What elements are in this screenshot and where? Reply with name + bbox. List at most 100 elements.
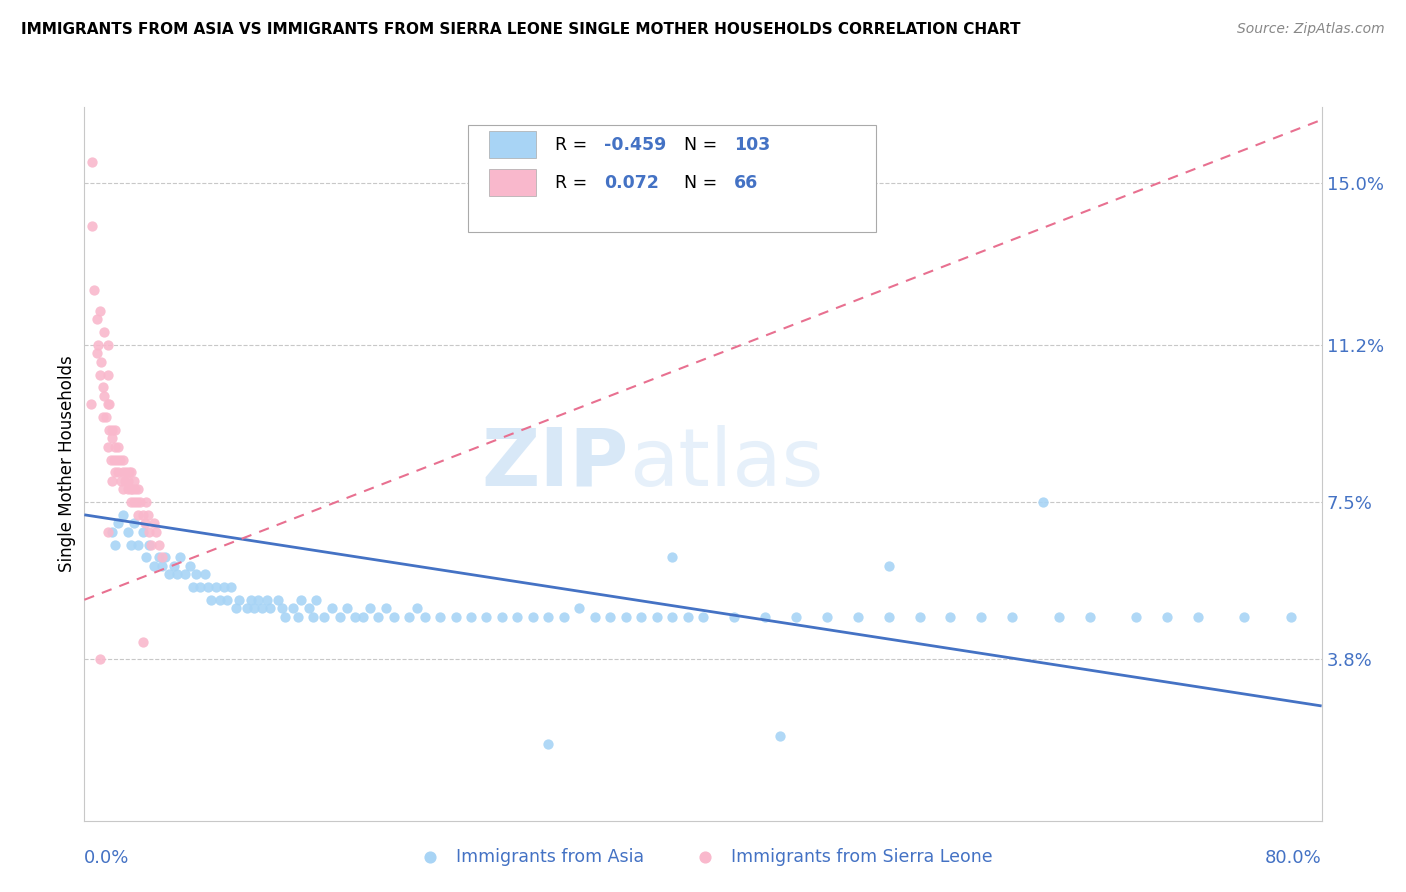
Point xyxy=(676,609,699,624)
Point xyxy=(97,338,120,352)
Point xyxy=(132,524,155,539)
Point xyxy=(444,609,467,624)
Point xyxy=(367,609,389,624)
Text: ZIP: ZIP xyxy=(481,425,628,503)
Point xyxy=(344,609,367,624)
Point xyxy=(406,601,429,615)
Point xyxy=(815,609,838,624)
Point xyxy=(101,423,124,437)
Point xyxy=(104,423,127,437)
Point xyxy=(89,368,111,382)
Point xyxy=(139,537,162,551)
Point xyxy=(120,537,142,551)
Point xyxy=(132,508,155,522)
Point xyxy=(321,601,343,615)
Point xyxy=(108,452,131,467)
Point xyxy=(271,601,294,615)
Point xyxy=(240,592,263,607)
Point xyxy=(120,495,142,509)
Point xyxy=(287,609,309,624)
Point xyxy=(599,609,621,624)
Point xyxy=(236,601,259,615)
Point xyxy=(97,368,120,382)
Point xyxy=(159,567,181,582)
Point xyxy=(87,338,110,352)
Point xyxy=(166,567,188,582)
Point xyxy=(205,580,228,594)
Point xyxy=(1233,609,1256,624)
Point xyxy=(120,483,142,497)
Point xyxy=(115,466,138,480)
Point xyxy=(382,609,405,624)
Point xyxy=(100,452,122,467)
Point xyxy=(91,380,114,394)
Point xyxy=(194,567,217,582)
Point xyxy=(105,452,128,467)
Point xyxy=(475,609,498,624)
Point xyxy=(568,601,591,615)
Point xyxy=(352,609,374,624)
Point xyxy=(82,155,104,169)
FancyBboxPatch shape xyxy=(468,125,876,232)
Text: 0.0%: 0.0% xyxy=(84,849,129,867)
Point xyxy=(136,508,159,522)
Point xyxy=(89,304,111,318)
Point xyxy=(939,609,962,624)
Point xyxy=(1001,609,1024,624)
Point xyxy=(120,466,142,480)
Point xyxy=(537,609,560,624)
Point xyxy=(491,609,513,624)
Point xyxy=(413,609,436,624)
Point xyxy=(82,219,104,233)
Point xyxy=(93,325,115,339)
Point xyxy=(661,550,683,565)
Point xyxy=(184,567,207,582)
Point xyxy=(148,550,170,565)
Point xyxy=(274,609,297,624)
Point xyxy=(150,558,173,573)
Point xyxy=(98,423,121,437)
Point xyxy=(1156,609,1178,624)
Point xyxy=(112,508,135,522)
Point xyxy=(243,601,266,615)
Y-axis label: Single Mother Households: Single Mother Households xyxy=(58,356,76,572)
Point xyxy=(93,389,115,403)
Point xyxy=(267,592,290,607)
Point xyxy=(117,474,139,488)
Point xyxy=(128,483,150,497)
Point xyxy=(1279,609,1302,624)
Point xyxy=(107,466,129,480)
Point xyxy=(1078,609,1101,624)
Point xyxy=(135,550,157,565)
Point xyxy=(228,592,250,607)
Point xyxy=(645,609,668,624)
Point xyxy=(1187,609,1209,624)
Point xyxy=(583,609,606,624)
Point xyxy=(212,580,235,594)
Text: N =: N = xyxy=(685,174,723,192)
Text: R =: R = xyxy=(554,174,592,192)
Point xyxy=(197,580,219,594)
Point xyxy=(104,466,127,480)
Text: Source: ZipAtlas.com: Source: ZipAtlas.com xyxy=(1237,22,1385,37)
Point xyxy=(114,474,136,488)
Point xyxy=(846,609,869,624)
Point xyxy=(614,609,637,624)
Point xyxy=(298,601,321,615)
Point xyxy=(112,466,135,480)
Point xyxy=(692,609,714,624)
Point xyxy=(360,601,382,615)
Text: 103: 103 xyxy=(734,136,770,153)
Point xyxy=(104,537,127,551)
Point xyxy=(128,537,150,551)
Legend: Immigrants from Asia, Immigrants from Sierra Leone: Immigrants from Asia, Immigrants from Si… xyxy=(406,841,1000,872)
Point xyxy=(429,609,451,624)
Point xyxy=(107,516,129,531)
Point xyxy=(375,601,398,615)
Point xyxy=(110,474,132,488)
Point xyxy=(398,609,420,624)
Text: N =: N = xyxy=(685,136,723,153)
Point xyxy=(209,592,232,607)
Point xyxy=(138,524,160,539)
Point xyxy=(145,524,167,539)
